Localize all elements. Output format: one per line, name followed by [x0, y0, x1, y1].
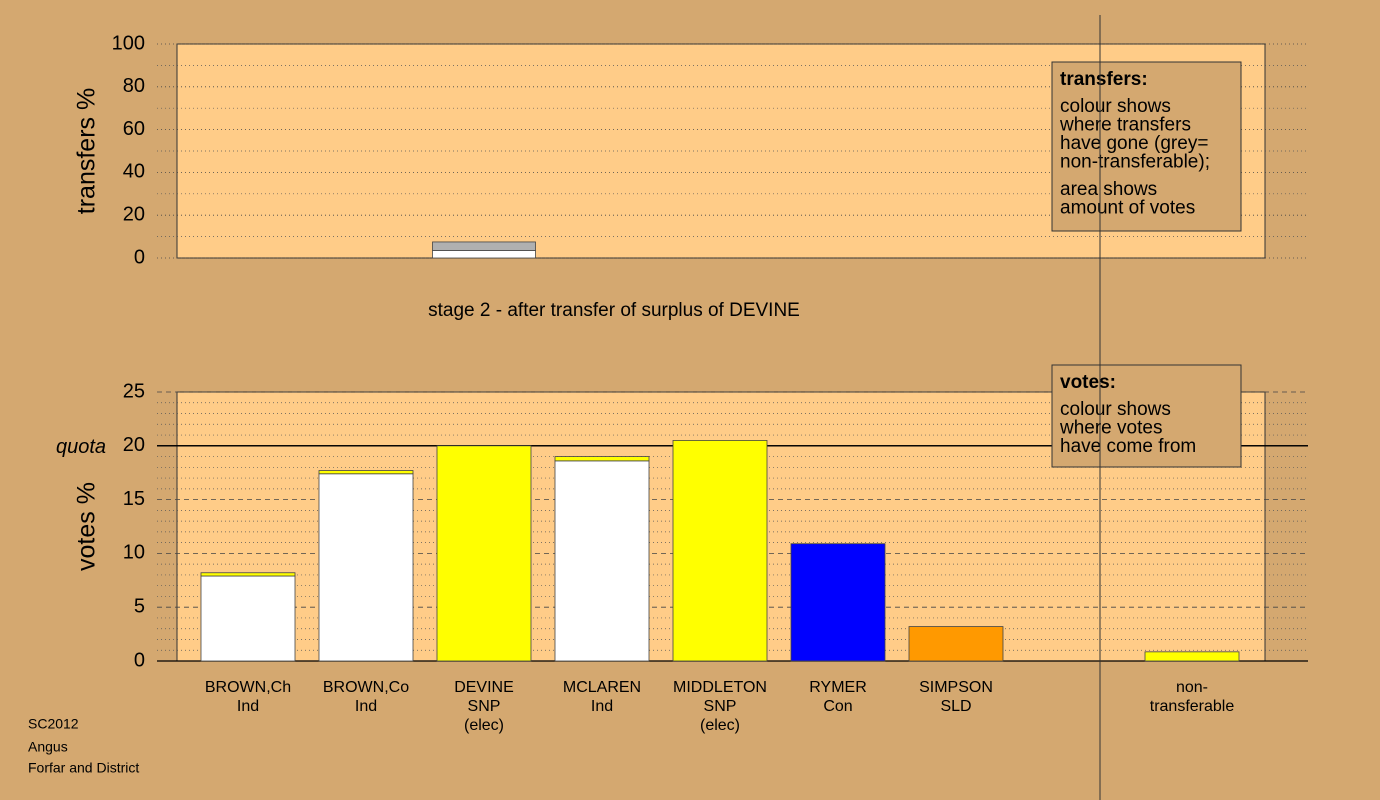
y-tick-label: 10	[123, 542, 145, 564]
legend-text: non-transferable);	[1060, 152, 1210, 173]
x-tick-label: non-	[1176, 679, 1208, 696]
legend-box	[1051, 364, 1242, 468]
legend-text: have come from	[1060, 436, 1196, 457]
bar-segment	[554, 456, 650, 462]
quota-label: quota	[56, 436, 106, 458]
y-tick-label: 15	[123, 488, 145, 510]
x-tick-label: (elec)	[700, 717, 740, 734]
x-tick-label: SNP	[468, 698, 501, 715]
y-tick-label: 5	[134, 595, 145, 617]
bar-segment	[318, 470, 414, 475]
legend-text: area shows	[1060, 179, 1157, 200]
x-tick-label: SLD	[940, 698, 971, 715]
footer: SC2012	[28, 716, 79, 732]
x-tick-label: RYMER	[809, 679, 867, 696]
bar-segment	[790, 543, 886, 662]
y-axis-label: transfers %	[73, 88, 101, 214]
y-tick-label: 0	[134, 246, 145, 268]
x-tick-label: DEVINE	[454, 679, 514, 696]
bar-segment	[1144, 651, 1240, 662]
x-tick-label: Ind	[591, 698, 613, 715]
bar-segment	[432, 241, 536, 251]
bar-segment	[554, 460, 650, 662]
chart-title: stage 2 - after transfer of surplus of D…	[428, 300, 800, 321]
x-tick-label: Ind	[237, 698, 259, 715]
x-tick-label: SNP	[704, 698, 737, 715]
x-tick-label: Ind	[355, 698, 377, 715]
x-tick-label: (elec)	[464, 717, 504, 734]
bar-segment	[318, 473, 414, 662]
x-tick-label: transferable	[1150, 698, 1235, 715]
y-tick-label: 60	[123, 118, 145, 140]
x-tick-label: Con	[823, 698, 852, 715]
bar-segment	[908, 626, 1004, 662]
legend-text: where votes	[1059, 418, 1162, 439]
legend-text: have gone (grey=	[1060, 133, 1208, 154]
y-tick-label: 20	[123, 434, 145, 456]
y-axis-label: votes %	[73, 482, 101, 571]
bar-segment	[672, 440, 768, 662]
y-tick-label: 0	[134, 649, 145, 671]
x-tick-label: MCLAREN	[563, 679, 641, 696]
bar-segment	[200, 572, 296, 577]
legend-text: colour shows	[1060, 399, 1171, 420]
y-tick-label: 80	[123, 75, 145, 97]
y-tick-label: 40	[123, 161, 145, 183]
y-tick-label: 25	[123, 380, 145, 402]
legend-text: where transfers	[1059, 115, 1191, 136]
legend-title: transfers:	[1060, 69, 1148, 90]
bar-segment	[200, 575, 296, 662]
legend-text: colour shows	[1060, 96, 1171, 117]
legend-title: votes:	[1060, 372, 1116, 393]
legend-box	[1051, 61, 1242, 232]
legend-text: amount of votes	[1060, 198, 1195, 219]
footer: Forfar and District	[28, 760, 139, 776]
footer: Angus	[28, 739, 68, 755]
bar-segment	[432, 250, 536, 259]
x-tick-label: SIMPSON	[919, 679, 993, 696]
x-tick-label: MIDDLETON	[673, 679, 767, 696]
x-tick-label: BROWN,Ch	[205, 679, 291, 696]
y-tick-label: 100	[112, 32, 145, 54]
bar-segment	[436, 445, 532, 662]
y-tick-label: 20	[123, 203, 145, 225]
x-tick-label: BROWN,Co	[323, 679, 409, 696]
